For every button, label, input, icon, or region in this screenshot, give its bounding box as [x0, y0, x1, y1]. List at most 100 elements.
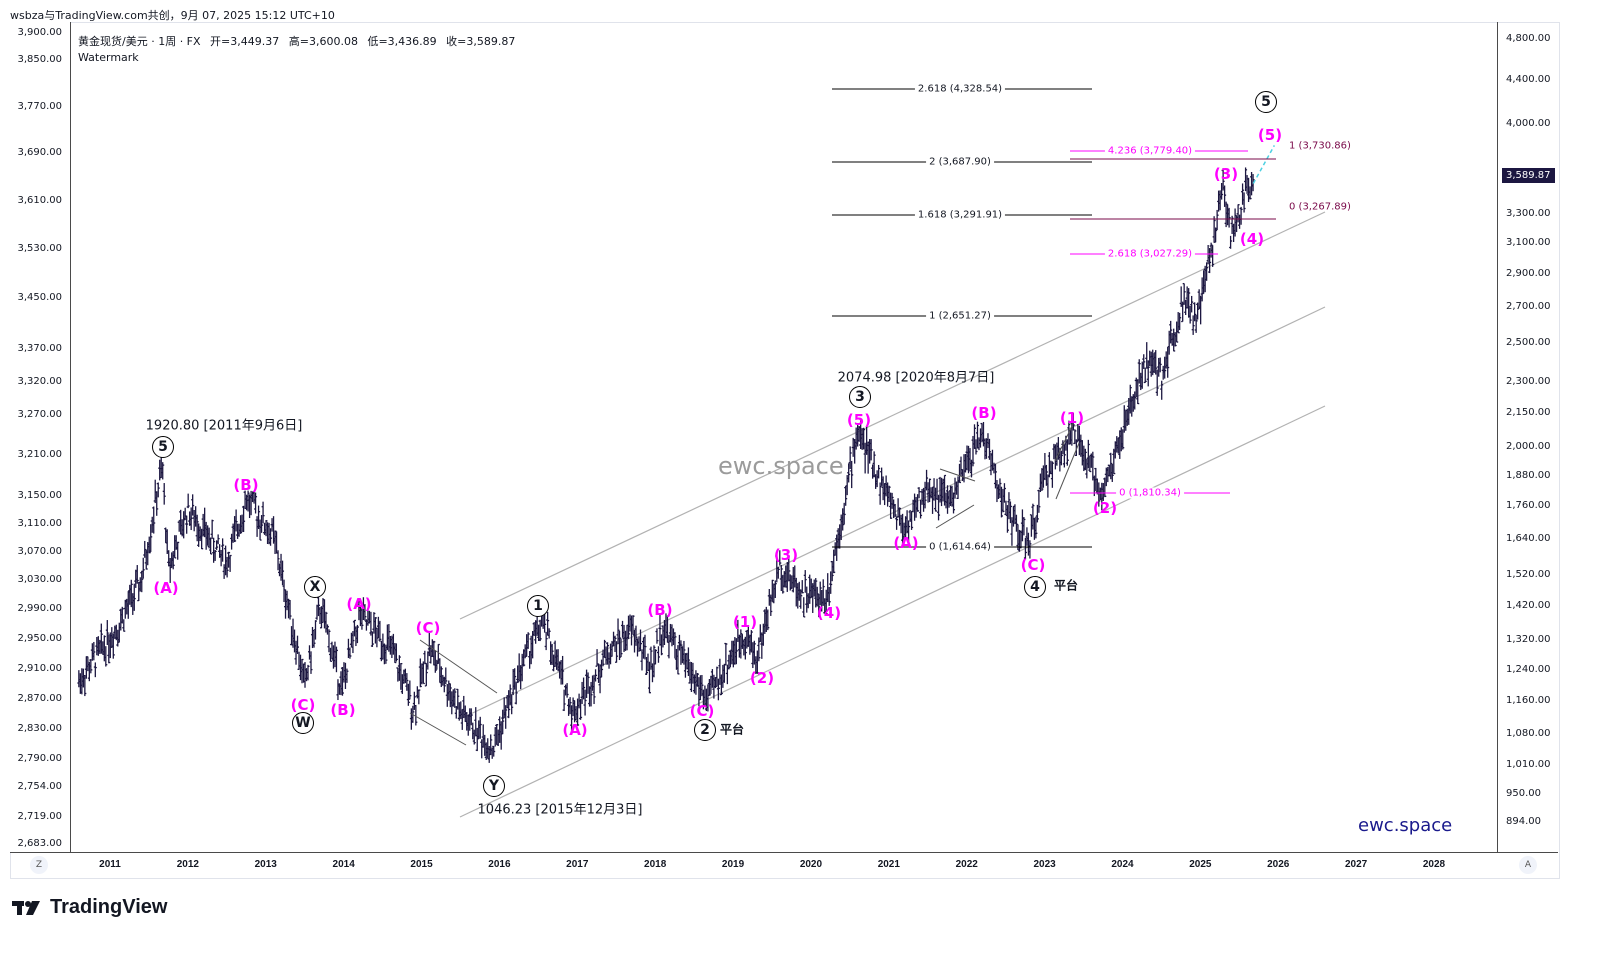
- chart-annotation[interactable]: 1920.80 [2011年9月6日]: [145, 418, 303, 434]
- price-bar: [600, 659, 604, 678]
- chart-plot-area[interactable]: 2.618 (4,328.54) 2 (3,687.90) 1.618 (3,291…: [70, 22, 1497, 852]
- price-bar: [649, 646, 653, 670]
- intermediate-wave-label[interactable]: (B): [971, 404, 997, 422]
- primary-wave-label[interactable]: 1: [527, 595, 549, 617]
- primary-wave-label[interactable]: 2: [694, 719, 716, 741]
- intermediate-wave-label[interactable]: (B): [330, 701, 356, 719]
- right-price-axis[interactable]: 4,800.00 4,400.00 4,000.00 3,300.00 3,100.00…: [1497, 22, 1558, 852]
- price-bar: [1050, 461, 1054, 488]
- intermediate-wave-label[interactable]: (C): [1020, 556, 1046, 574]
- time-axis-tick: 2027: [1344, 859, 1368, 870]
- intermediate-wave-label[interactable]: (A): [346, 595, 372, 613]
- chart-annotation[interactable]: 1046.23 [2015年12月3日]: [477, 802, 643, 818]
- price-bar: [779, 564, 783, 592]
- price-bar: [432, 640, 436, 666]
- time-axis[interactable]: Z A 2011 2012 2013 2014 2015 2016 2017 2018 2019…: [10, 852, 1558, 878]
- intermediate-wave-label[interactable]: (C): [415, 619, 441, 637]
- intermediate-wave-label[interactable]: (5): [1257, 126, 1283, 144]
- price-bar: [658, 615, 662, 646]
- price-bar: [156, 482, 160, 498]
- intermediate-wave-label[interactable]: (C): [290, 696, 316, 714]
- price-bar: [200, 528, 204, 550]
- price-bar: [147, 536, 151, 554]
- price-bar: [1191, 315, 1195, 335]
- price-bar: [1196, 302, 1200, 320]
- time-axis-tick: 2012: [176, 859, 199, 870]
- intermediate-wave-label[interactable]: (4): [1239, 230, 1265, 248]
- chart-annotation[interactable]: 2074.98 [2020年8月7日]: [837, 370, 995, 386]
- price-bar: [987, 438, 991, 460]
- price-bar: [653, 649, 657, 665]
- primary-wave-label[interactable]: X: [304, 576, 326, 598]
- price-bar: [890, 492, 894, 509]
- left-axis-tick: 3,850.00: [17, 54, 62, 65]
- price-bar: [492, 745, 496, 757]
- intermediate-wave-label[interactable]: (A): [893, 534, 919, 552]
- primary-wave-label[interactable]: 5: [152, 436, 174, 458]
- tradingview-logo[interactable]: TradingView: [12, 896, 167, 919]
- price-bar: [173, 535, 177, 559]
- left-price-axis[interactable]: 3,900.00 3,850.00 3,770.00 3,690.00 3,610.00…: [10, 22, 71, 852]
- chart-annotation[interactable]: 平台: [719, 722, 745, 737]
- auto-scale-button[interactable]: A: [1519, 856, 1537, 874]
- price-bar: [501, 709, 505, 735]
- price-bar: [1239, 206, 1243, 225]
- primary-wave-label[interactable]: Y: [483, 775, 505, 797]
- intermediate-wave-label[interactable]: (A): [562, 721, 588, 739]
- price-bar: [393, 643, 397, 664]
- price-bar: [659, 634, 663, 656]
- price-bar: [269, 528, 273, 546]
- intermediate-wave-label[interactable]: (2): [1092, 499, 1118, 517]
- price-bar: [296, 635, 300, 654]
- price-bar: [719, 674, 723, 696]
- primary-wave-label[interactable]: W: [292, 712, 314, 734]
- price-bar: [399, 662, 403, 690]
- price-bar: [727, 654, 731, 670]
- intermediate-wave-label[interactable]: (B): [647, 601, 673, 619]
- intermediate-wave-label[interactable]: (1): [732, 613, 758, 631]
- watermark-indicator[interactable]: Watermark: [78, 51, 139, 64]
- auto-scale-left-button[interactable]: Z: [30, 856, 48, 874]
- intermediate-wave-label[interactable]: (5): [846, 411, 872, 429]
- time-axis-tick: 2014: [332, 859, 355, 870]
- intermediate-wave-label[interactable]: (3): [1213, 165, 1239, 183]
- price-bar: [872, 451, 876, 478]
- price-bar: [1088, 455, 1092, 473]
- price-bar: [907, 520, 911, 543]
- price-bar: [1065, 439, 1069, 466]
- intermediate-wave-label[interactable]: (2): [749, 669, 775, 687]
- price-bar: [1035, 504, 1039, 523]
- left-axis-tick: 3,320.00: [17, 376, 62, 387]
- price-bar: [1178, 312, 1182, 331]
- tradingview-logo-text: TradingView: [50, 896, 168, 918]
- left-axis-tick: 3,690.00: [17, 147, 62, 158]
- primary-wave-label[interactable]: 3: [849, 386, 871, 408]
- price-bar: [841, 508, 845, 531]
- symbol-title[interactable]: 黄金现货/美元 · 1周 · FX: [78, 35, 201, 48]
- price-bar: [1008, 501, 1012, 524]
- price-bar: [576, 698, 580, 726]
- wedge-line: [1054, 421, 1075, 462]
- intermediate-wave-label[interactable]: (1): [1059, 409, 1085, 427]
- primary-wave-label[interactable]: 4: [1024, 576, 1046, 598]
- price-bar: [152, 506, 156, 534]
- price-bar: [397, 655, 401, 681]
- intermediate-wave-label[interactable]: (3): [773, 546, 799, 564]
- price-bar: [1062, 444, 1066, 468]
- price-bar: [743, 636, 747, 660]
- right-axis-tick: 1,160.00: [1506, 694, 1551, 706]
- price-bar: [83, 674, 87, 697]
- price-bar: [1194, 314, 1198, 333]
- primary-wave-label[interactable]: 5: [1255, 91, 1277, 113]
- price-bar: [1023, 537, 1027, 560]
- intermediate-wave-label[interactable]: (A): [153, 579, 179, 597]
- intermediate-wave-label[interactable]: (B): [233, 476, 259, 494]
- price-bar: [749, 630, 753, 653]
- tradingview-logo-icon: [12, 899, 44, 917]
- intermediate-wave-label[interactable]: (C): [689, 702, 715, 720]
- price-bar: [453, 688, 457, 708]
- intermediate-wave-label[interactable]: (4): [816, 604, 842, 622]
- price-bar: [191, 494, 195, 516]
- chart-annotation[interactable]: 平台: [1053, 578, 1079, 593]
- price-bar: [120, 606, 124, 624]
